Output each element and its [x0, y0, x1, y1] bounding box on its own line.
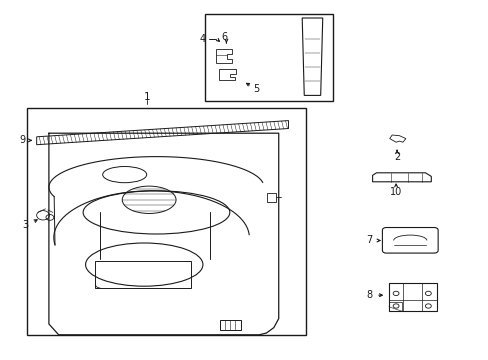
- Bar: [220, 320, 240, 330]
- Text: 4: 4: [200, 33, 205, 44]
- Bar: [388, 302, 402, 311]
- Text: 2: 2: [393, 152, 399, 162]
- Text: 10: 10: [389, 186, 402, 197]
- Polygon shape: [37, 121, 288, 145]
- Text: 6: 6: [221, 32, 226, 42]
- Bar: [388, 283, 436, 311]
- Bar: [95, 261, 190, 288]
- Text: 7: 7: [366, 235, 371, 246]
- Bar: [266, 193, 276, 202]
- Text: 5: 5: [253, 84, 259, 94]
- Bar: [27, 108, 305, 335]
- Text: 9: 9: [19, 135, 25, 145]
- Text: 1: 1: [143, 92, 150, 102]
- Bar: [205, 14, 332, 101]
- Text: 3: 3: [22, 220, 28, 230]
- Text: 8: 8: [366, 290, 371, 300]
